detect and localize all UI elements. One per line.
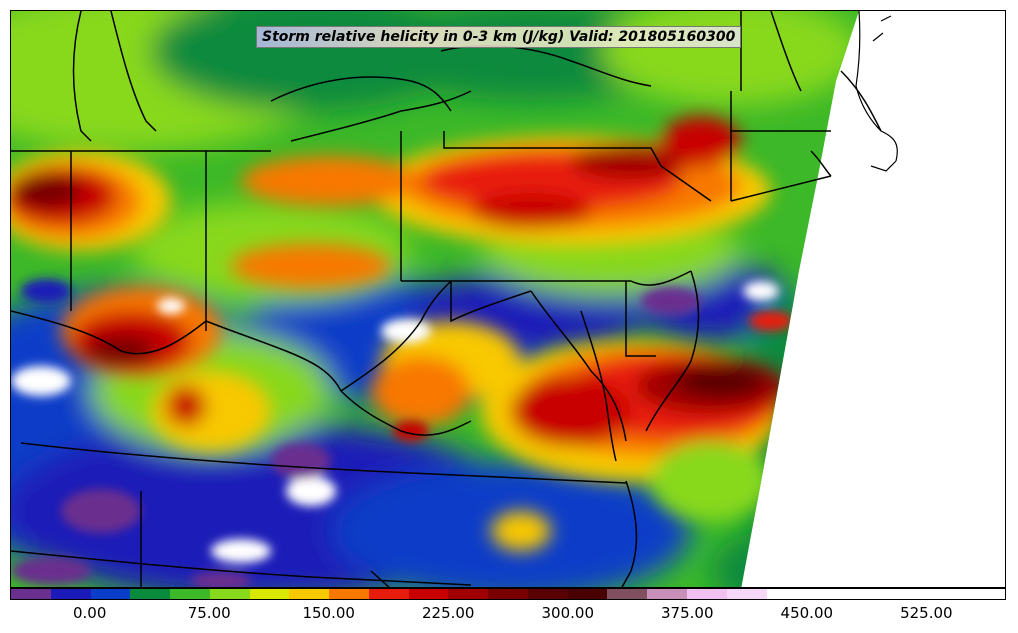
helicity-field: [11, 11, 859, 587]
colorbar-segment: [488, 589, 528, 599]
colorbar: [10, 588, 1006, 600]
colorbar-tick-label: 300.00: [541, 604, 595, 622]
colorbar-tick-label: 450.00: [780, 604, 834, 622]
colorbar-segment: [408, 589, 449, 599]
colorbar-segment: [368, 589, 409, 599]
colorbar-segment: [50, 589, 91, 599]
colorbar-segment: [130, 589, 171, 599]
colorbar-segment: [687, 589, 727, 599]
colorbar-segment: [448, 589, 489, 599]
colorbar-tick-label: 75.00: [187, 604, 231, 622]
colorbar-segment: [249, 589, 290, 599]
coastline: [855, 11, 898, 172]
colorbar-segment: [726, 589, 767, 599]
map-panel: Storm relative helicity in 0-3 km (J/kg)…: [10, 10, 1006, 588]
colorbar-segment: [289, 589, 330, 599]
colorbar-segment: [766, 589, 807, 599]
colorbar-segment: [170, 589, 210, 599]
colorbar-segment: [925, 589, 966, 599]
colorbar-segment: [209, 589, 250, 599]
colorbar-segment: [806, 589, 847, 599]
colorbar-tick-label: 150.00: [302, 604, 355, 622]
helicity-map: [11, 11, 898, 587]
colorbar-tick-label: 375.00: [661, 604, 714, 622]
colorbar-segment: [647, 589, 688, 599]
colorbar-segment: [885, 589, 926, 599]
colorbar-segment: [329, 589, 369, 599]
map-title: Storm relative helicity in 0-3 km (J/kg)…: [256, 26, 742, 48]
colorbar-segment: [567, 589, 608, 599]
colorbar-segment: [846, 589, 886, 599]
colorbar-segment: [607, 589, 648, 599]
colorbar-segment: [527, 589, 568, 599]
state-boundaries: [11, 11, 882, 587]
colorbar-segment: [11, 589, 51, 599]
colorbar-segment: [965, 589, 1006, 599]
colorbar-tick-label: 225.00: [421, 604, 475, 622]
colorbar-tick-label: 0.00: [72, 604, 107, 622]
colorbar-tick-labels: 0.00 75.00 150.00 225.00 300.00 375.00 450.00 5…: [10, 601, 1006, 625]
colorbar-tick-label: 525.00: [900, 604, 953, 622]
colorbar-segment: [90, 589, 131, 599]
